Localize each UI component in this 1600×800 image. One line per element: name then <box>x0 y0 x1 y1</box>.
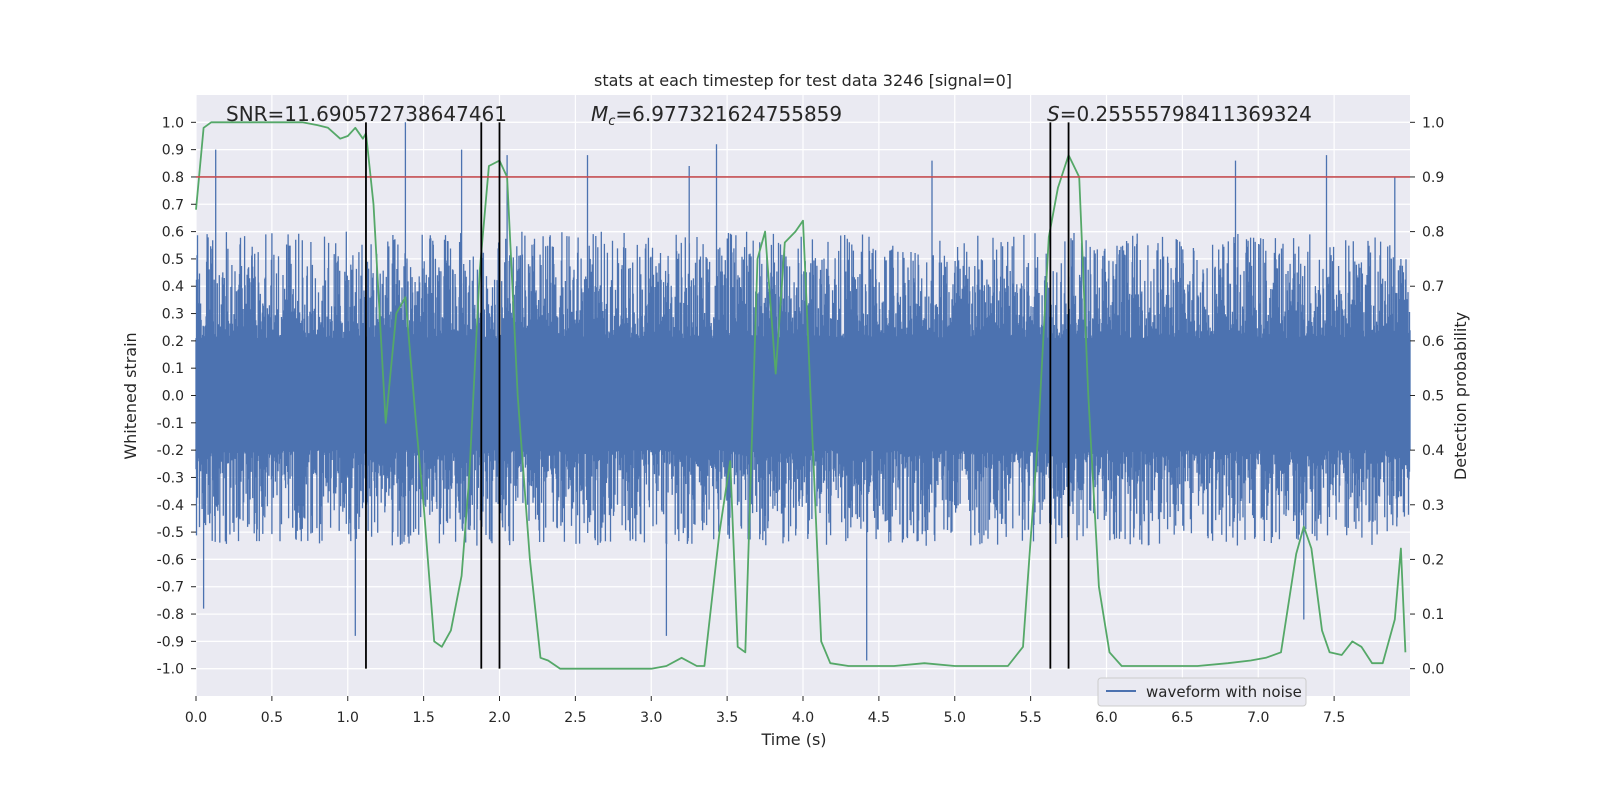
x-tick-label: 4.5 <box>868 710 890 726</box>
right-y-axis-label: Detection probability <box>1451 312 1470 480</box>
chirp-mass-subscript: c <box>608 114 615 129</box>
s-value: =0.25555798411369324 <box>1060 102 1312 126</box>
probability-series <box>195 121 1407 670</box>
x-tick-label: 6.5 <box>1171 710 1193 726</box>
y-tick-label: -0.6 <box>157 552 184 568</box>
y-tick-label: 0.9 <box>162 143 184 159</box>
y-tick-label: 0.7 <box>162 197 184 213</box>
right-y-tick-label: 1.0 <box>1422 115 1444 131</box>
y-tick-label: -0.2 <box>157 443 184 459</box>
y-tick-label: -0.9 <box>157 634 184 650</box>
y-tick-label: 0.0 <box>162 389 184 405</box>
right-y-tick-label: 0.2 <box>1422 552 1444 568</box>
legend: waveform with noise <box>1097 677 1307 707</box>
right-y-tick-label: 0.5 <box>1422 389 1444 405</box>
right-y-tick-label: 0.0 <box>1422 662 1444 678</box>
y-tick-label: -0.8 <box>157 607 184 623</box>
legend-label-waveform: waveform with noise <box>1146 683 1302 701</box>
y-tick-label: -1.0 <box>157 662 184 678</box>
right-y-tick-label: 0.9 <box>1422 170 1444 186</box>
y-tick-label: 0.8 <box>162 170 184 186</box>
y-tick-label: -0.1 <box>157 416 184 432</box>
y-axis-ticks: 1.0 0.9 0.8 0.7 0.6 0.5 0.4 0.3 0.2 0.1 0.0 -0.1 -0.… <box>157 115 196 678</box>
y-tick-label: -0.7 <box>157 580 184 596</box>
chart-title: stats at each timestep for test data 324… <box>594 71 1012 90</box>
right-y-tick-label: 0.7 <box>1422 279 1444 295</box>
x-tick-label: 3.5 <box>716 710 738 726</box>
x-axis-ticks: 0.0 0.5 1.0 1.5 2.0 2.5 3.0 3.5 4.0 4.5 5.0 5.5 6.0 6… <box>185 696 1345 726</box>
y-tick-label: -0.4 <box>157 498 184 514</box>
s-annotation: S=0.25555798411369324 <box>1047 102 1312 126</box>
waveform-line <box>195 122 1411 661</box>
y-tick-label: 0.2 <box>162 334 184 350</box>
chirp-mass-value: =6.977321624755859 <box>615 102 842 126</box>
x-tick-label: 2.5 <box>564 710 586 726</box>
s-symbol: S <box>1047 102 1060 126</box>
y-tick-label: -0.3 <box>157 470 184 486</box>
y-tick-label: 0.3 <box>162 307 184 323</box>
right-y-tick-label: 0.4 <box>1422 443 1444 459</box>
right-y-axis-ticks: 1.0 0.9 0.8 0.7 0.6 0.5 0.4 0.3 0.2 0.1 0.0 <box>1410 115 1444 678</box>
x-tick-label: 3.0 <box>640 710 662 726</box>
x-tick-label: 5.5 <box>1019 710 1041 726</box>
probability-line <box>195 121 1407 670</box>
y-tick-label: 1.0 <box>162 115 184 131</box>
x-tick-label: 0.0 <box>185 710 207 726</box>
y-axis-label: Whitened strain <box>121 332 140 459</box>
x-tick-label: 6.0 <box>1095 710 1117 726</box>
snr-annotation: SNR=11.690572738647461 <box>226 102 507 126</box>
chirp-mass-symbol: M <box>591 102 608 126</box>
right-y-tick-label: 0.6 <box>1422 334 1444 350</box>
right-y-tick-label: 0.1 <box>1422 607 1444 623</box>
x-tick-label: 1.0 <box>337 710 359 726</box>
vertical-markers <box>365 122 1070 669</box>
x-tick-label: 2.0 <box>488 710 510 726</box>
y-tick-label: 0.5 <box>162 252 184 268</box>
chirp-mass-annotation: Mc=6.977321624755859 <box>591 102 842 129</box>
x-axis-label: Time (s) <box>760 730 826 749</box>
right-y-tick-label: 0.8 <box>1422 225 1444 241</box>
x-tick-label: 5.0 <box>944 710 966 726</box>
y-tick-label: 0.1 <box>162 361 184 377</box>
x-tick-label: 0.5 <box>261 710 283 726</box>
x-tick-label: 7.5 <box>1323 710 1345 726</box>
x-tick-label: 4.0 <box>792 710 814 726</box>
y-tick-label: 0.6 <box>162 225 184 241</box>
legend-box <box>1097 677 1307 707</box>
x-tick-label: 1.5 <box>412 710 434 726</box>
x-tick-label: 7.0 <box>1247 710 1269 726</box>
y-tick-label: -0.5 <box>157 525 184 541</box>
y-tick-label: 0.4 <box>162 279 184 295</box>
right-y-tick-label: 0.3 <box>1422 498 1444 514</box>
